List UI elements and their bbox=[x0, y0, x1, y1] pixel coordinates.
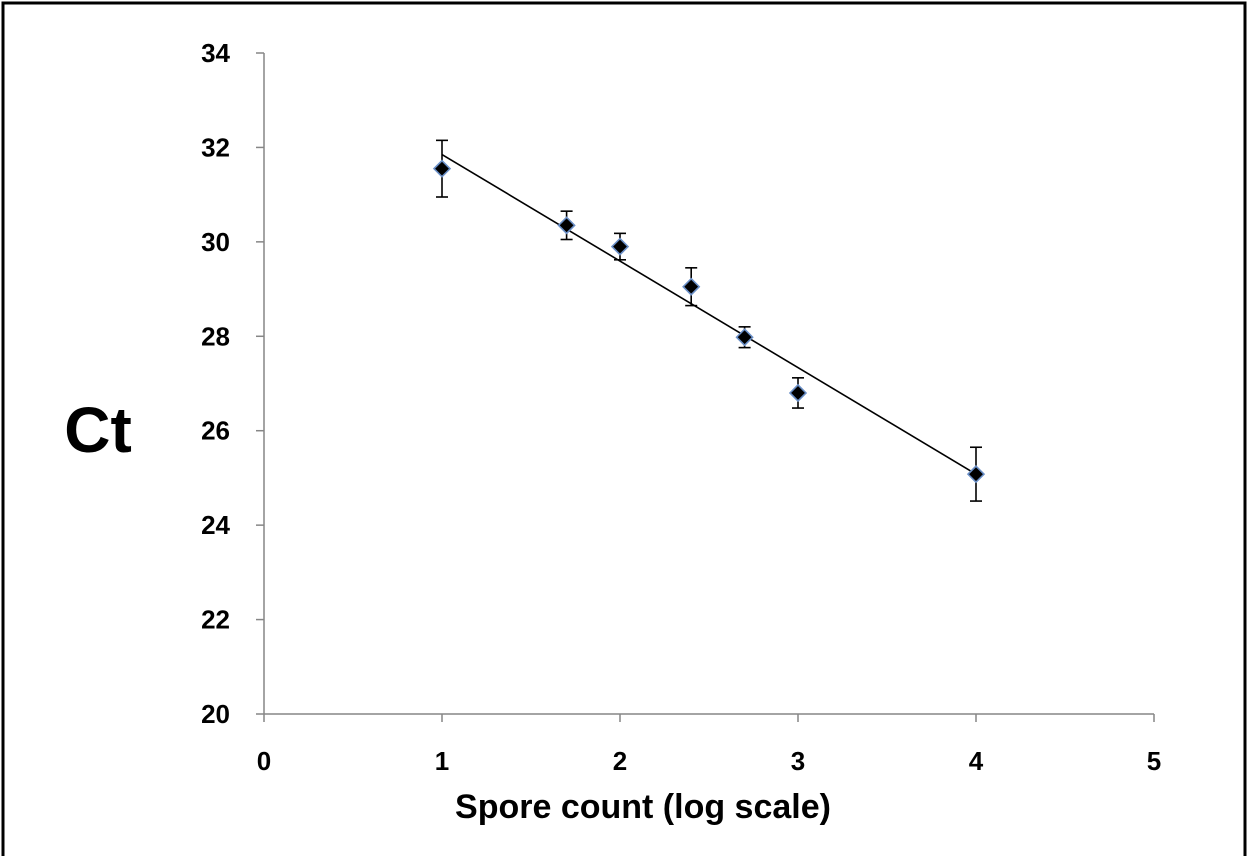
data-point-diamond bbox=[432, 159, 452, 178]
x-axis-title: Spore count (log scale) bbox=[455, 788, 831, 826]
y-tick-label: 22 bbox=[201, 605, 230, 635]
data-point-diamond bbox=[610, 237, 630, 256]
x-tick-label: 2 bbox=[613, 746, 627, 776]
x-tick-label: 5 bbox=[1147, 746, 1161, 776]
y-tick-label: 28 bbox=[201, 321, 230, 351]
y-tick-label: 32 bbox=[201, 132, 230, 162]
x-tick-label: 0 bbox=[257, 746, 271, 776]
y-axis-title: Ct bbox=[64, 394, 132, 466]
y-tick-label: 34 bbox=[201, 38, 230, 68]
y-tick-label: 30 bbox=[201, 227, 230, 257]
y-tick-label: 24 bbox=[201, 510, 230, 540]
y-tick-label: 26 bbox=[201, 416, 230, 446]
data-point-diamond bbox=[557, 216, 576, 235]
trendline-group bbox=[441, 153, 977, 475]
data-point-diamond bbox=[682, 277, 701, 296]
x-tick-label: 4 bbox=[969, 746, 984, 776]
error-bars bbox=[436, 139, 982, 502]
data-point-diamond bbox=[788, 383, 808, 403]
x-tick-label: 1 bbox=[435, 746, 449, 776]
data-points bbox=[432, 159, 986, 484]
y-tick-label: 20 bbox=[201, 699, 230, 729]
axes bbox=[256, 52, 1155, 722]
data-point-diamond bbox=[966, 465, 986, 484]
data-point-diamond bbox=[735, 328, 754, 347]
x-tick-label: 3 bbox=[791, 746, 805, 776]
trendline bbox=[441, 153, 977, 475]
